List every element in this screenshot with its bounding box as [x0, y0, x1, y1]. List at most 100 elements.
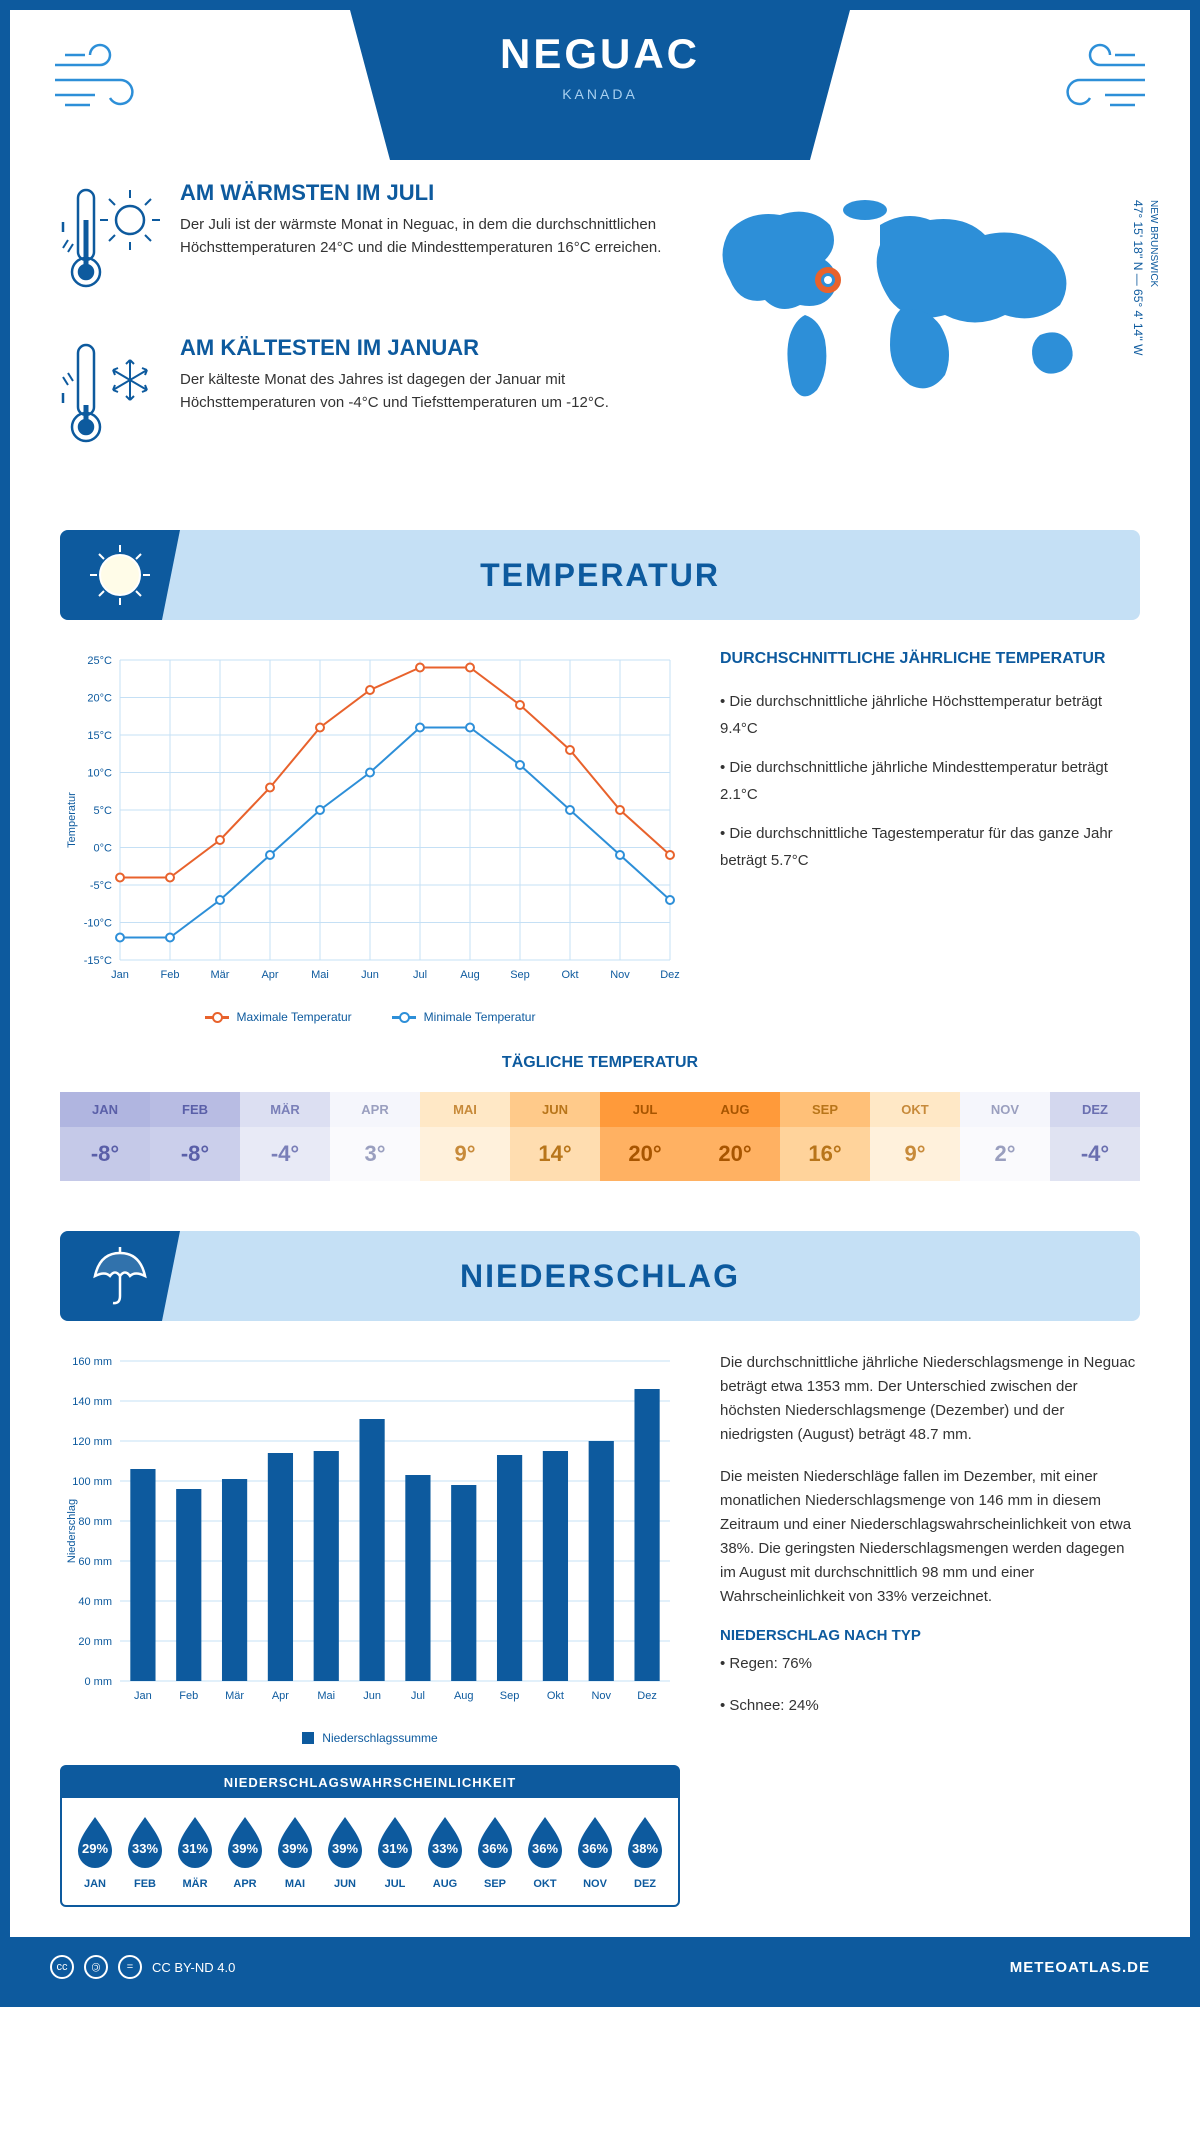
- footer: cc 🄯 = CC BY-ND 4.0 METEOATLAS.DE: [10, 1937, 1190, 1997]
- svg-text:80 mm: 80 mm: [78, 1516, 112, 1528]
- svg-text:60 mm: 60 mm: [78, 1556, 112, 1568]
- header-banner: NEGUAC KANADA: [10, 10, 1190, 160]
- temp-content: -15°C-10°C-5°C0°C5°C10°C15°C20°C25°CJanF…: [10, 650, 1190, 1054]
- wind-icon-right: [1040, 40, 1150, 125]
- daily-temp-cell: OKT9°: [870, 1092, 960, 1181]
- svg-text:38%: 38%: [632, 1841, 658, 1856]
- precip-section-header: NIEDERSCHLAG: [60, 1231, 1140, 1321]
- top-section: AM WÄRMSTEN IM JULI Der Juli ist der wär…: [10, 160, 1190, 520]
- probability-drop: 39%APR: [222, 1813, 268, 1890]
- precip-type-bullet: • Regen: 76%: [720, 1652, 1140, 1676]
- svg-text:33%: 33%: [132, 1841, 158, 1856]
- temp-bullet: • Die durchschnittliche jährliche Mindes…: [720, 754, 1140, 808]
- svg-text:15°C: 15°C: [87, 730, 112, 742]
- probability-drop: 36%SEP: [472, 1813, 518, 1890]
- svg-text:0 mm: 0 mm: [85, 1676, 113, 1688]
- sun-icon: [60, 530, 180, 620]
- precip-info: Die durchschnittliche jährliche Niedersc…: [720, 1351, 1140, 1907]
- svg-text:Aug: Aug: [460, 969, 480, 981]
- legend-max: Maximale Temperatur: [237, 1010, 352, 1024]
- warmest-title: AM WÄRMSTEN IM JULI: [180, 180, 670, 206]
- license: cc 🄯 = CC BY-ND 4.0: [50, 1955, 235, 1979]
- city-name: NEGUAC: [390, 30, 810, 78]
- probability-drop: 29%JAN: [72, 1813, 118, 1890]
- probability-drop: 31%JUL: [372, 1813, 418, 1890]
- svg-text:39%: 39%: [332, 1841, 358, 1856]
- svg-text:Dez: Dez: [637, 1690, 657, 1702]
- country-name: KANADA: [390, 86, 810, 102]
- site-name: METEOATLAS.DE: [1010, 1959, 1150, 1976]
- prob-title: NIEDERSCHLAGSWAHRSCHEINLICHKEIT: [62, 1767, 678, 1798]
- svg-text:25°C: 25°C: [87, 655, 112, 667]
- thermometer-snow-icon: [60, 335, 160, 460]
- svg-text:10°C: 10°C: [87, 768, 112, 780]
- svg-text:Jan: Jan: [111, 969, 129, 981]
- svg-text:Okt: Okt: [547, 1690, 564, 1702]
- svg-text:Temperatur: Temperatur: [66, 792, 78, 848]
- daily-temp-cell: JUN14°: [510, 1092, 600, 1181]
- daily-temp-cell: MAI9°: [420, 1092, 510, 1181]
- svg-text:Jun: Jun: [361, 969, 379, 981]
- infographic-container: NEGUAC KANADA AM WÄRMSTEN IM JULI Der Ju…: [0, 0, 1200, 2007]
- svg-text:-10°C: -10°C: [84, 918, 112, 930]
- svg-text:Sep: Sep: [500, 1690, 520, 1702]
- svg-text:Nov: Nov: [591, 1690, 611, 1702]
- svg-text:Jan: Jan: [134, 1690, 152, 1702]
- by-icon: 🄯: [84, 1955, 108, 1979]
- probability-drop: 38%DEZ: [622, 1813, 668, 1890]
- svg-text:Mai: Mai: [317, 1690, 335, 1702]
- warmest-text: Der Juli ist der wärmste Monat in Neguac…: [180, 214, 670, 259]
- svg-text:-15°C: -15°C: [84, 955, 112, 967]
- svg-text:Feb: Feb: [179, 1690, 198, 1702]
- coldest-text: Der kälteste Monat des Jahres ist dagege…: [180, 369, 670, 414]
- svg-text:Jul: Jul: [411, 1690, 425, 1702]
- svg-text:40 mm: 40 mm: [78, 1596, 112, 1608]
- precip-bar-chart: 0 mm20 mm40 mm60 mm80 mm100 mm120 mm140 …: [60, 1351, 680, 1745]
- svg-text:140 mm: 140 mm: [72, 1396, 112, 1408]
- svg-text:Jul: Jul: [413, 969, 427, 981]
- svg-text:33%: 33%: [432, 1841, 458, 1856]
- svg-text:Mär: Mär: [225, 1690, 244, 1702]
- region-name: NEW BRUNSWICK: [1146, 200, 1160, 350]
- coords-text: 47° 15' 18'' N — 65° 4' 14'' W: [1131, 200, 1145, 355]
- probability-drop: 36%OKT: [522, 1813, 568, 1890]
- daily-temp-cell: MÄR-4°: [240, 1092, 330, 1181]
- svg-text:Nov: Nov: [610, 969, 630, 981]
- svg-text:120 mm: 120 mm: [72, 1436, 112, 1448]
- nd-icon: =: [118, 1955, 142, 1979]
- svg-text:20°C: 20°C: [87, 693, 112, 705]
- svg-text:Dez: Dez: [660, 969, 680, 981]
- precip-probability-box: NIEDERSCHLAGSWAHRSCHEINLICHKEIT 29%JAN33…: [60, 1765, 680, 1907]
- svg-text:29%: 29%: [82, 1841, 108, 1856]
- probability-drop: 39%MAI: [272, 1813, 318, 1890]
- svg-text:Niederschlag: Niederschlag: [66, 1499, 78, 1563]
- probability-drop: 33%FEB: [122, 1813, 168, 1890]
- license-text: CC BY-ND 4.0: [152, 1960, 235, 1975]
- daily-temp-cell: FEB-8°: [150, 1092, 240, 1181]
- svg-text:39%: 39%: [232, 1841, 258, 1856]
- svg-text:Apr: Apr: [261, 969, 278, 981]
- precip-legend: Niederschlagssumme: [60, 1731, 680, 1745]
- daily-temp-title: TÄGLICHE TEMPERATUR: [60, 1054, 1140, 1072]
- daily-temp-cell: DEZ-4°: [1050, 1092, 1140, 1181]
- svg-text:Sep: Sep: [510, 969, 530, 981]
- svg-text:100 mm: 100 mm: [72, 1476, 112, 1488]
- daily-temp-cell: AUG20°: [690, 1092, 780, 1181]
- temp-bullet: • Die durchschnittliche Tagestemperatur …: [720, 820, 1140, 874]
- daily-temp-cell: JUL20°: [600, 1092, 690, 1181]
- wind-icon-left: [50, 40, 160, 125]
- coldest-fact: AM KÄLTESTEN IM JANUAR Der kälteste Mona…: [60, 335, 670, 460]
- temp-section-title: TEMPERATUR: [480, 557, 720, 594]
- svg-text:Mär: Mär: [211, 969, 230, 981]
- probability-drop: 36%NOV: [572, 1813, 618, 1890]
- svg-text:160 mm: 160 mm: [72, 1356, 112, 1368]
- svg-text:Jun: Jun: [363, 1690, 381, 1702]
- title-banner: NEGUAC KANADA: [350, 10, 850, 160]
- temp-info-title: DURCHSCHNITTLICHE JÄHRLICHE TEMPERATUR: [720, 650, 1140, 668]
- svg-text:31%: 31%: [182, 1841, 208, 1856]
- climate-facts: AM WÄRMSTEN IM JULI Der Juli ist der wär…: [60, 180, 670, 490]
- precip-type-title: NIEDERSCHLAG NACH TYP: [720, 1627, 1140, 1644]
- world-map: NEW BRUNSWICK 47° 15' 18'' N — 65° 4' 14…: [700, 180, 1140, 490]
- precip-section-title: NIEDERSCHLAG: [460, 1258, 740, 1295]
- probability-drop: 39%JUN: [322, 1813, 368, 1890]
